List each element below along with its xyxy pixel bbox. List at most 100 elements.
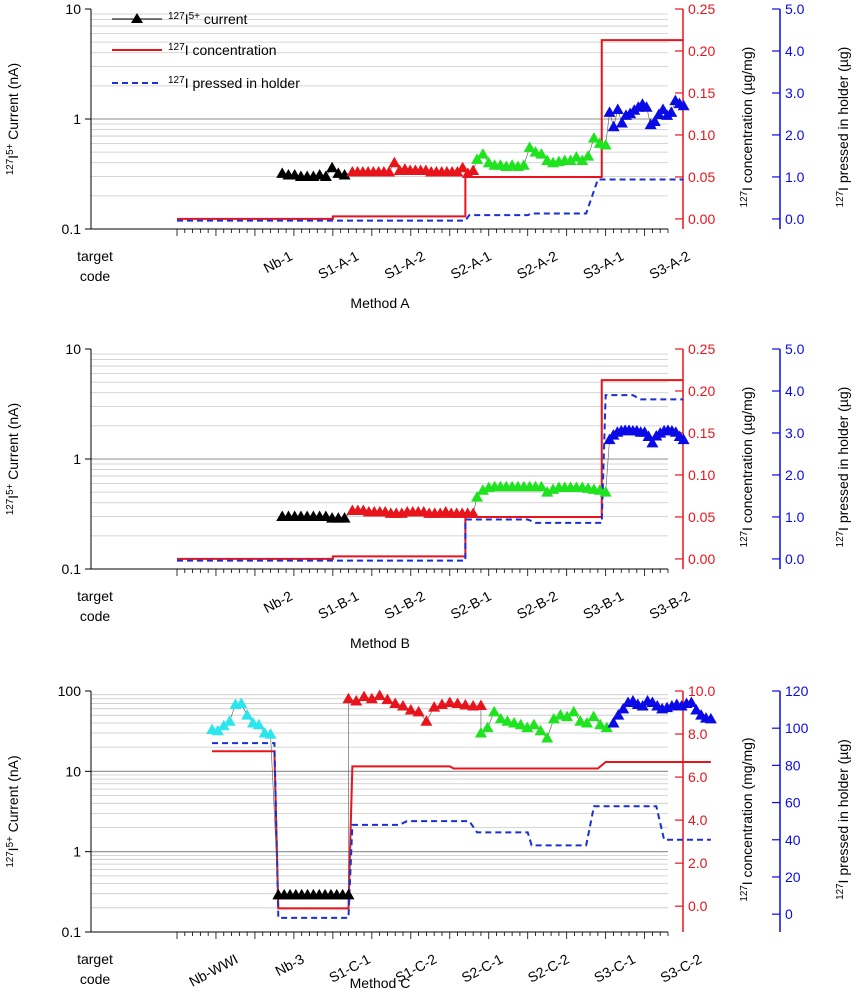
current-point [373, 689, 386, 700]
current-point [488, 705, 501, 717]
current-point [547, 712, 560, 724]
current-point [685, 696, 698, 707]
y-axis-title: 127I5+ Current (nA) [5, 403, 21, 515]
x-category-label: S1-A-2 [382, 248, 428, 283]
y-tick-label: 1 [73, 111, 81, 127]
y-axis-title: 127I5+ Current (nA) [5, 755, 21, 867]
current-point [594, 718, 607, 730]
panel-method-b: 0.1 1 10 127I5+ Current (nA) target code Nb-2 S… [5, 341, 851, 651]
concentration-line [212, 750, 711, 910]
y3-tick-label: 5.0 [785, 341, 805, 357]
current-point [646, 436, 659, 448]
x-category-label: S2-A-1 [448, 248, 494, 283]
y2-tick-label: 2.0 [688, 855, 708, 871]
y3-axis-title: 127I pressed in holder (µg) [835, 739, 851, 900]
current-point [527, 718, 540, 730]
pressed-line [177, 178, 684, 222]
current-point [615, 116, 628, 128]
x-axis-title: Method A [350, 295, 410, 311]
current-point [523, 141, 536, 153]
current-point [534, 724, 547, 736]
current-point [541, 731, 554, 743]
x-category-label: S3-B-1 [580, 588, 626, 623]
current-point [521, 721, 534, 733]
current-point [603, 106, 616, 117]
current-point [474, 699, 487, 710]
current-point [338, 168, 351, 180]
current-point [264, 728, 277, 739]
x-category-label: S2-C-1 [459, 951, 506, 986]
current-point [342, 692, 355, 704]
y3-tick-label: 1.0 [785, 509, 805, 525]
y3-tick-label: 3.0 [785, 425, 805, 441]
panel-method-c: 0.1 1 10 100 127I5+ Current (nA) target code Nb… [5, 683, 851, 991]
current-point [567, 705, 580, 717]
current-point [574, 715, 587, 726]
y2-tick-label: 0.20 [688, 43, 715, 59]
current-point [599, 486, 612, 497]
x-category-label: S1-B-2 [382, 588, 428, 623]
grid [91, 13, 668, 230]
x-category-label: S3-A-2 [647, 248, 693, 283]
x-category-label: S3-C-2 [658, 951, 705, 986]
y3-tick-label: 5.0 [785, 1, 805, 17]
current-point [383, 165, 396, 177]
current-point [690, 704, 703, 715]
current-point [576, 154, 589, 165]
y-axis-title: 127I5+ Current (nA) [5, 63, 21, 175]
current-point [541, 486, 554, 497]
current-point [456, 161, 469, 173]
current-point [420, 715, 433, 726]
y-tick-label: 10 [65, 763, 81, 779]
y3-tick-label: 20 [785, 869, 801, 885]
y3-tick-label: 0.0 [785, 551, 805, 567]
current-point [474, 727, 487, 738]
current-point [570, 151, 583, 162]
legend: 127I5+ current 127I concentration 127I p… [112, 11, 300, 91]
current-point [561, 710, 574, 722]
x-category-label: S3-B-2 [647, 588, 693, 623]
current-point [582, 150, 595, 161]
y2-tick-label: 8.0 [688, 726, 708, 742]
current-point [508, 716, 521, 728]
y2-tick-label: 0.05 [688, 509, 715, 525]
legend-concentration-label: 127I concentration [168, 42, 277, 58]
x-category-label: Nb-WWI [186, 951, 240, 990]
y3-tick-label: 2.0 [785, 127, 805, 143]
x-category-label: S2-C-2 [525, 951, 572, 986]
current-point [517, 159, 530, 170]
y-tick-label: 0.1 [62, 561, 82, 577]
y2-tick-label: 0.00 [688, 551, 715, 567]
current-connector-line [282, 100, 684, 177]
current-point [235, 697, 248, 708]
pressed-line [177, 394, 684, 562]
current-point [476, 148, 489, 159]
x-category-label: S3-A-1 [580, 248, 626, 283]
y2-tick-label: 0.20 [688, 383, 715, 399]
current-point [342, 888, 355, 900]
current-point [587, 710, 600, 722]
current-point [388, 156, 401, 168]
current-point [607, 120, 620, 132]
current-point [451, 697, 464, 708]
x-category-label: target code [77, 588, 113, 624]
y3-tick-label: 120 [785, 683, 809, 699]
current-point [223, 715, 236, 726]
current-point [611, 103, 624, 115]
current-point [326, 161, 339, 173]
pressed-line [212, 742, 711, 919]
y2-tick-label: 0.25 [688, 1, 715, 17]
current-point [677, 99, 690, 111]
y3-tick-label: 0.0 [785, 211, 805, 227]
legend-current-label: 127I5+ current [168, 11, 248, 27]
concentration-line [177, 39, 684, 220]
y-tick-label: 0.1 [62, 924, 82, 940]
y-tick-label: 10 [65, 341, 81, 357]
current-point [607, 716, 620, 728]
legend-pressed-label: 127I pressed in holder [168, 75, 300, 91]
y3-tick-label: 1.0 [785, 169, 805, 185]
x-category-label: Nb-1 [261, 248, 295, 276]
current-point [677, 433, 690, 445]
current-point [459, 698, 472, 710]
